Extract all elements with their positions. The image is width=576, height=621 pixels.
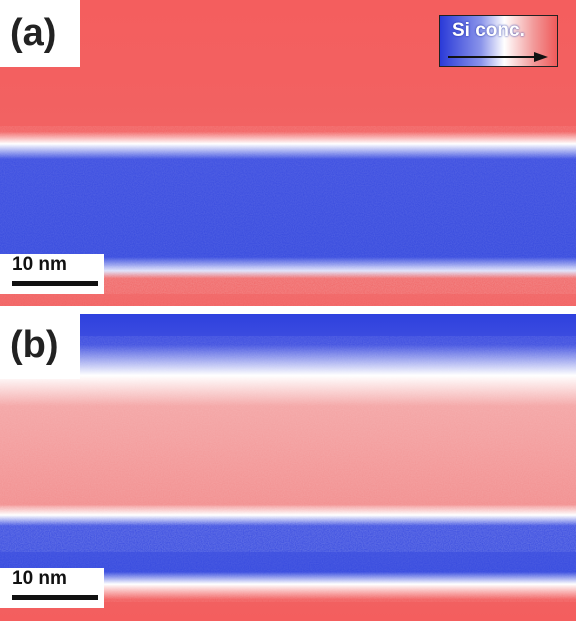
si-concentration-legend: Si conc. — [439, 15, 558, 67]
arrow-right-icon — [448, 52, 548, 62]
scale-bar-a-line — [12, 281, 98, 286]
scale-bar-b: 10 nm — [0, 568, 104, 608]
panel-b-image — [0, 314, 576, 621]
panel-b-label: (b) — [0, 314, 80, 379]
scale-bar-b-line — [12, 595, 98, 600]
micrograph-panel-a: (a) Si conc. 10 nm — [0, 0, 576, 306]
panel-a-label: (a) — [0, 0, 80, 67]
scale-bar-a: 10 nm — [0, 254, 104, 294]
micrograph-panel-b: (b) 10 nm — [0, 314, 576, 621]
legend-title: Si conc. — [452, 20, 525, 41]
scale-bar-a-label: 10 nm — [12, 254, 67, 275]
scale-bar-b-label: 10 nm — [12, 568, 67, 589]
